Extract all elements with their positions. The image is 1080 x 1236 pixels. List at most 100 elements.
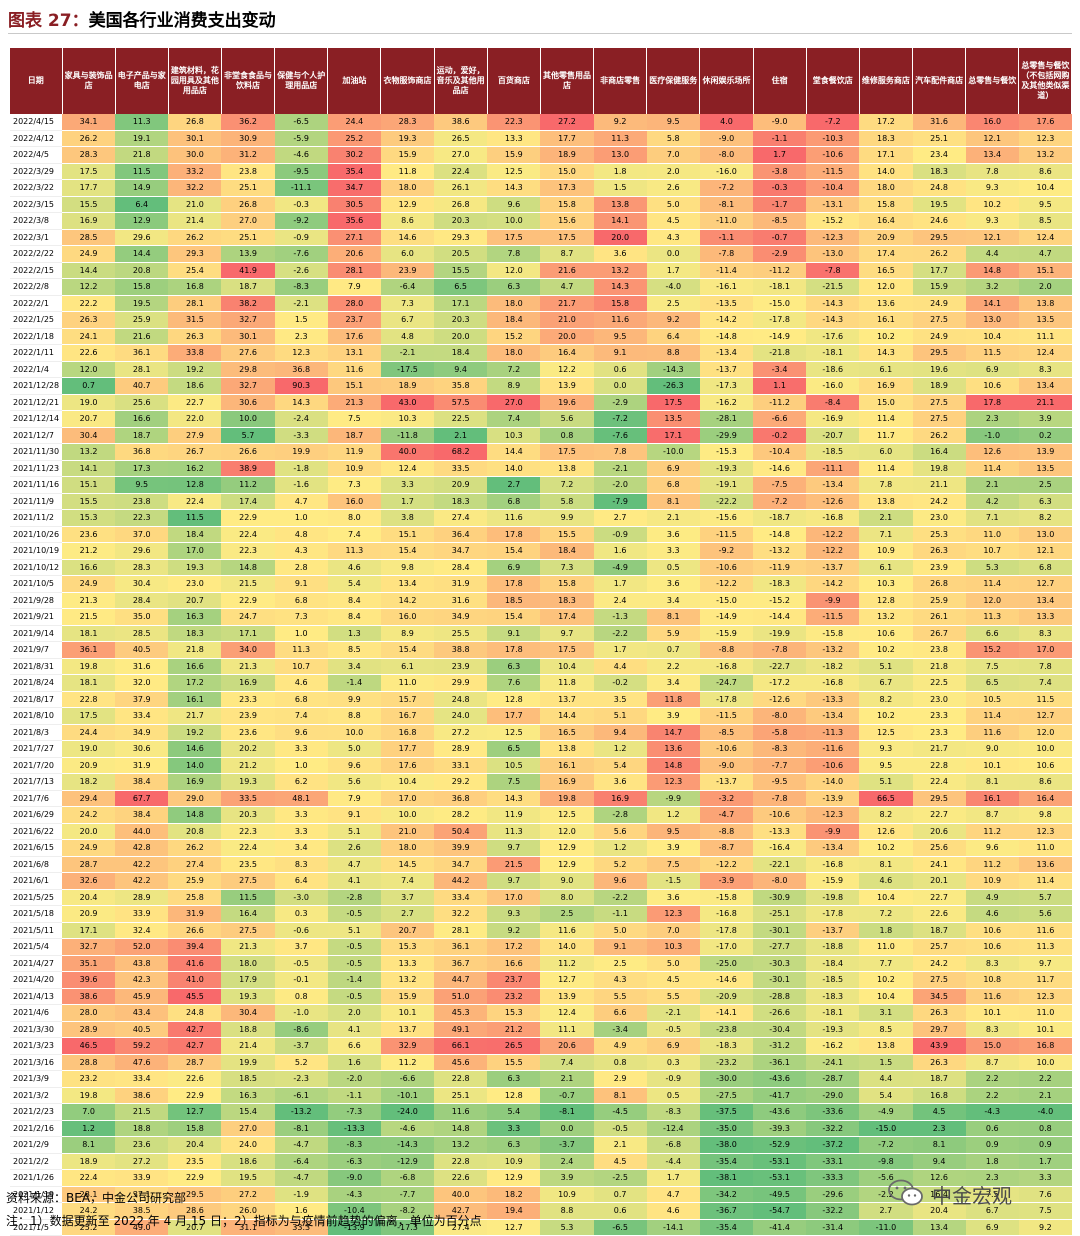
heatmap-cell: 20.9 <box>859 229 913 246</box>
table-row: 2021/11/30 13.2 36.8 26.7 26.6 19.9 11.9 40.0 68… <box>10 443 1072 461</box>
heatmap-cell: -11.8 <box>380 427 435 444</box>
heatmap-cell: 31.6 <box>434 592 488 609</box>
heatmap-cell: -16.2 <box>806 1037 860 1055</box>
heatmap-cell: 27.5 <box>912 971 966 989</box>
heatmap-cell: -13.0 <box>806 245 860 263</box>
heatmap-cell: -11.5 <box>806 608 860 626</box>
heatmap-cell: -32.2 <box>806 1202 860 1220</box>
heatmap-cell: -10.4 <box>753 443 807 461</box>
heatmap-cell: 31.6 <box>912 114 966 131</box>
row-date: 2022/2/15 <box>10 262 62 279</box>
heatmap-cell: 34.5 <box>912 988 966 1005</box>
heatmap-cell: 38.4 <box>115 806 169 824</box>
heatmap-cell: 17.8 <box>487 526 541 543</box>
heatmap-cell: 27.0 <box>221 212 275 230</box>
heatmap-cell: 0.0 <box>540 1120 594 1137</box>
heatmap-cell: 7.5 <box>965 658 1019 675</box>
heatmap-cell: 11.6 <box>1018 922 1072 939</box>
heatmap-cell: -3.2 <box>699 790 754 807</box>
heatmap-cell: 13.8 <box>1018 295 1072 312</box>
row-date: 2021/12/28 <box>10 377 62 395</box>
heatmap-cell: -35.4 <box>699 1153 754 1170</box>
heatmap-cell: 26.7 <box>168 443 222 461</box>
heatmap-cell: 12.8 <box>487 691 541 708</box>
heatmap-cell: 4.1 <box>327 872 381 890</box>
heatmap-cell: -2.1 <box>646 1004 700 1022</box>
heatmap-cell: -1.4 <box>327 674 381 692</box>
heatmap-cell: 22.8 <box>912 757 966 774</box>
heatmap-cell: -4.4 <box>646 1153 700 1170</box>
heatmap-cell: 13.3 <box>380 955 435 972</box>
heatmap-cell: 4.1 <box>327 1021 381 1038</box>
heatmap-cell: 45.6 <box>434 1054 488 1071</box>
heatmap-cell: 7.4 <box>327 526 381 543</box>
heatmap-cell: 12.9 <box>540 839 594 857</box>
table-row: 2022/2/8 12.2 15.8 16.8 18.7 -8.3 7.9 -6.4 6.5 6.… <box>10 278 1072 296</box>
heatmap-cell: 29.5 <box>912 790 966 807</box>
heatmap-cell: 13.8 <box>859 1037 913 1055</box>
heatmap-cell: 28.5 <box>62 229 116 246</box>
heatmap-cell: 4.5 <box>646 971 700 989</box>
heatmap-cell: 25.2 <box>327 130 381 147</box>
heatmap-cell: 10.2 <box>859 328 913 345</box>
table-row: 2021/1/19 28.1 37.1 29.5 27.2 -1.9 -4.3 -7.7 40.… <box>10 1186 1072 1203</box>
heatmap-cell: -13.3 <box>753 823 807 840</box>
row-date: 2021/1/26 <box>10 1169 62 1187</box>
heatmap-cell: 22.8 <box>434 1153 488 1170</box>
table-row: 2021/9/28 21.3 28.4 20.7 22.9 6.8 8.4 14.2 31.6 1… <box>10 592 1072 609</box>
heatmap-cell: 6.3 <box>487 1136 541 1154</box>
heatmap-cell: 35.4 <box>327 163 381 180</box>
heatmap-cell: -15.3 <box>699 443 754 461</box>
heatmap-cell: 15.1 <box>327 377 381 395</box>
table-row: 2021/10/26 23.6 37.0 18.4 22.4 4.8 7.4 15.1 36.4… <box>10 526 1072 543</box>
heatmap-cell: 19.1 <box>115 130 169 147</box>
heatmap-cell: 19.3 <box>221 773 275 791</box>
heatmap-cell: 52.0 <box>115 938 169 956</box>
row-date: 2021/5/18 <box>10 905 62 923</box>
heatmap-cell: 27.5 <box>221 872 275 890</box>
heatmap-cell: 4.7 <box>274 493 328 510</box>
heatmap-cell: 27.5 <box>912 394 966 411</box>
heatmap-cell: 21.5 <box>221 575 275 593</box>
heatmap-cell: 17.3 <box>115 460 169 477</box>
heatmap-cell: 11.6 <box>487 509 541 527</box>
heatmap-cell: 27.9 <box>168 427 222 444</box>
heatmap-cell: 13.5 <box>1018 311 1072 329</box>
column-header: 其他零售用品店 <box>540 48 595 114</box>
heatmap-cell: 19.0 <box>62 394 116 411</box>
heatmap-cell: 24.2 <box>912 493 966 510</box>
heatmap-cell: -22.1 <box>753 856 807 873</box>
heatmap-cell: 11.1 <box>1018 328 1072 345</box>
heatmap-cell: 18.9 <box>540 146 594 164</box>
heatmap-cell: 16.6 <box>487 955 541 972</box>
heatmap-cell: 15.9 <box>380 146 435 164</box>
heatmap-cell: 8.2 <box>1018 509 1072 527</box>
heatmap-cell: 32.6 <box>62 872 116 890</box>
heatmap-cell: 16.1 <box>965 790 1019 807</box>
heatmap-cell: 0.8 <box>274 988 328 1005</box>
heatmap-cell: 13.4 <box>1018 377 1072 395</box>
table-row: 2021/10/12 16.6 28.3 19.3 14.8 2.8 4.6 9.8 28.4 6… <box>10 559 1072 576</box>
heatmap-cell: 16.8 <box>380 724 435 741</box>
heatmap-cell: 30.6 <box>221 394 275 411</box>
heatmap-cell: -9.5 <box>274 163 328 180</box>
heatmap-cell: 16.8 <box>1018 1037 1072 1055</box>
heatmap-cell: 33.2 <box>168 163 222 180</box>
heatmap-cell: 1.7 <box>646 262 700 279</box>
heatmap-cell: 15.8 <box>540 196 594 213</box>
heatmap-cell: 9.5 <box>1018 196 1072 213</box>
heatmap-cell: 18.3 <box>859 130 913 147</box>
heatmap-cell: 24.2 <box>62 806 116 824</box>
heatmap-cell: 41.6 <box>168 955 222 972</box>
heatmap-cell: 15.8 <box>168 1120 222 1137</box>
heatmap-cell: 17.8 <box>965 394 1019 411</box>
heatmap-cell: 16.0 <box>965 114 1019 131</box>
heatmap-body: 2022/4/15 34.1 11.3 26.8 36.2 -6.5 24.4 28.3 38.… <box>10 114 1072 1236</box>
heatmap-cell: 30.5 <box>327 196 381 213</box>
heatmap-cell: 14.4 <box>115 245 169 263</box>
heatmap-cell: 6.1 <box>859 559 913 576</box>
heatmap-cell: 18.5 <box>221 1070 275 1088</box>
heatmap-cell: -4.7 <box>274 1169 328 1187</box>
heatmap-cell: 23.6 <box>62 526 116 543</box>
heatmap-cell: 0.9 <box>1018 1136 1072 1154</box>
